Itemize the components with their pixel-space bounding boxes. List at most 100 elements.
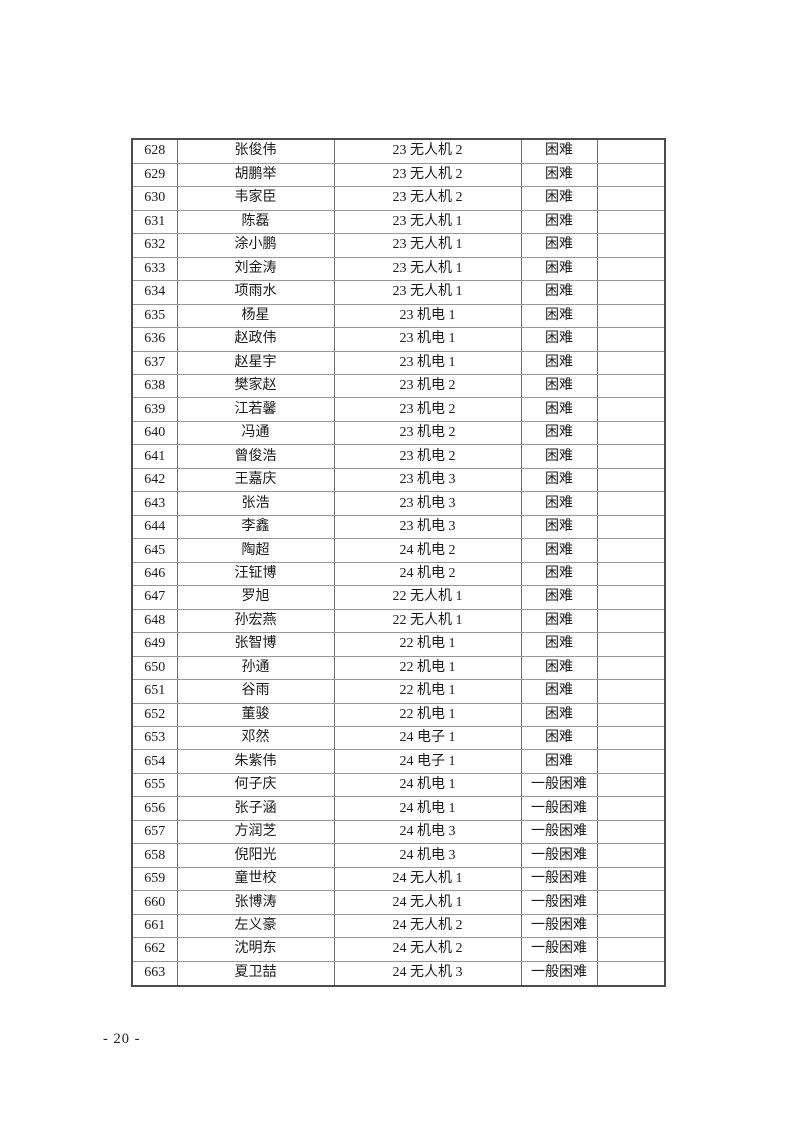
row-number-cell: 632 bbox=[131, 233, 178, 258]
row-number-cell: 657 bbox=[131, 819, 178, 845]
class-cell: 24 机电 2 bbox=[333, 561, 522, 587]
note-cell bbox=[596, 772, 666, 798]
student-name-cell: 张浩 bbox=[176, 491, 335, 516]
student-name-cell: 孙宏燕 bbox=[176, 608, 335, 634]
table-row: 634 项雨水 23 无人机 1 困难 bbox=[131, 280, 666, 305]
table-row: 631 陈磊 23 无人机 1 困难 bbox=[131, 209, 666, 235]
class-cell: 23 无人机 1 bbox=[333, 233, 522, 258]
note-cell bbox=[596, 726, 666, 751]
student-name-cell: 赵政伟 bbox=[176, 327, 335, 352]
student-name-cell: 陈磊 bbox=[176, 209, 335, 235]
note-cell bbox=[596, 327, 666, 352]
difficulty-level-cell: 一般困难 bbox=[520, 913, 598, 939]
note-cell bbox=[596, 162, 666, 188]
row-number-cell: 639 bbox=[131, 397, 178, 422]
class-cell: 24 电子 1 bbox=[333, 749, 522, 774]
class-cell: 23 机电 1 bbox=[333, 303, 522, 329]
table-row: 663 夏卫喆 24 无人机 3 一般困难 bbox=[131, 960, 666, 987]
note-cell bbox=[596, 819, 666, 845]
note-cell bbox=[596, 655, 666, 681]
class-cell: 23 机电 1 bbox=[333, 350, 522, 375]
difficulty-level-cell: 困难 bbox=[520, 632, 598, 657]
student-name-cell: 李鑫 bbox=[176, 514, 335, 540]
student-name-cell: 樊家赵 bbox=[176, 373, 335, 399]
class-cell: 24 无人机 2 bbox=[333, 913, 522, 939]
class-cell: 23 机电 2 bbox=[333, 420, 522, 446]
table-row: 639 江若馨 23 机电 2 困难 bbox=[131, 397, 666, 422]
note-cell bbox=[596, 937, 666, 962]
row-number-cell: 631 bbox=[131, 209, 178, 235]
table-row: 648 孙宏燕 22 无人机 1 困难 bbox=[131, 608, 666, 634]
student-name-cell: 曾俊浩 bbox=[176, 444, 335, 469]
student-name-cell: 左义豪 bbox=[176, 913, 335, 939]
student-name-cell: 朱紫伟 bbox=[176, 749, 335, 774]
note-cell bbox=[596, 632, 666, 657]
row-number-cell: 645 bbox=[131, 538, 178, 563]
student-name-cell: 张俊伟 bbox=[176, 138, 335, 164]
note-cell bbox=[596, 514, 666, 540]
student-name-cell: 胡鹏举 bbox=[176, 162, 335, 188]
table-row: 652 董骏 22 机电 1 困难 bbox=[131, 702, 666, 728]
note-cell bbox=[596, 491, 666, 516]
difficulty-level-cell: 困难 bbox=[520, 186, 598, 211]
class-cell: 23 机电 2 bbox=[333, 444, 522, 469]
difficulty-level-cell: 一般困难 bbox=[520, 937, 598, 962]
class-cell: 23 机电 2 bbox=[333, 397, 522, 422]
difficulty-level-cell: 一般困难 bbox=[520, 772, 598, 798]
class-cell: 23 无人机 1 bbox=[333, 256, 522, 282]
table-row: 637 赵星宇 23 机电 1 困难 bbox=[131, 350, 666, 375]
student-difficulty-table: 628 张俊伟 23 无人机 2 困难 629 胡鹏举 23 无人机 2 困难 630 韦家臣 23… bbox=[131, 138, 666, 987]
note-cell bbox=[596, 233, 666, 258]
note-cell bbox=[596, 280, 666, 305]
student-name-cell: 项雨水 bbox=[176, 280, 335, 305]
student-name-cell: 何子庆 bbox=[176, 772, 335, 798]
row-number-cell: 640 bbox=[131, 420, 178, 446]
note-cell bbox=[596, 960, 666, 987]
class-cell: 23 无人机 2 bbox=[333, 138, 522, 164]
table-row: 632 涂小鹏 23 无人机 1 困难 bbox=[131, 233, 666, 258]
difficulty-level-cell: 困难 bbox=[520, 608, 598, 634]
class-cell: 23 机电 3 bbox=[333, 467, 522, 493]
difficulty-level-cell: 一般困难 bbox=[520, 866, 598, 892]
row-number-cell: 663 bbox=[131, 960, 178, 987]
row-number-cell: 654 bbox=[131, 749, 178, 774]
difficulty-level-cell: 困难 bbox=[520, 702, 598, 728]
class-cell: 22 机电 1 bbox=[333, 655, 522, 681]
difficulty-level-cell: 困难 bbox=[520, 467, 598, 493]
row-number-cell: 635 bbox=[131, 303, 178, 329]
difficulty-level-cell: 困难 bbox=[520, 561, 598, 587]
student-name-cell: 邓然 bbox=[176, 726, 335, 751]
difficulty-level-cell: 困难 bbox=[520, 444, 598, 469]
row-number-cell: 633 bbox=[131, 256, 178, 282]
row-number-cell: 662 bbox=[131, 937, 178, 962]
row-number-cell: 628 bbox=[131, 138, 178, 164]
difficulty-level-cell: 困难 bbox=[520, 373, 598, 399]
table-row: 653 邓然 24 电子 1 困难 bbox=[131, 726, 666, 751]
class-cell: 24 无人机 2 bbox=[333, 937, 522, 962]
class-cell: 23 机电 2 bbox=[333, 373, 522, 399]
student-name-cell: 罗旭 bbox=[176, 585, 335, 610]
note-cell bbox=[596, 420, 666, 446]
note-cell bbox=[596, 256, 666, 282]
row-number-cell: 656 bbox=[131, 796, 178, 821]
table-body: 628 张俊伟 23 无人机 2 困难 629 胡鹏举 23 无人机 2 困难 630 韦家臣 23… bbox=[131, 138, 666, 987]
table-row: 629 胡鹏举 23 无人机 2 困难 bbox=[131, 162, 666, 188]
note-cell bbox=[596, 444, 666, 469]
row-number-cell: 644 bbox=[131, 514, 178, 540]
row-number-cell: 660 bbox=[131, 890, 178, 915]
difficulty-level-cell: 困难 bbox=[520, 256, 598, 282]
row-number-cell: 636 bbox=[131, 327, 178, 352]
row-number-cell: 652 bbox=[131, 702, 178, 728]
class-cell: 24 机电 1 bbox=[333, 772, 522, 798]
note-cell bbox=[596, 843, 666, 868]
row-number-cell: 649 bbox=[131, 632, 178, 657]
difficulty-level-cell: 困难 bbox=[520, 726, 598, 751]
difficulty-level-cell: 困难 bbox=[520, 538, 598, 563]
table-row: 662 沈明东 24 无人机 2 一般困难 bbox=[131, 937, 666, 962]
student-name-cell: 孙通 bbox=[176, 655, 335, 681]
table-row: 647 罗旭 22 无人机 1 困难 bbox=[131, 585, 666, 610]
class-cell: 23 无人机 2 bbox=[333, 162, 522, 188]
table-row: 656 张子涵 24 机电 1 一般困难 bbox=[131, 796, 666, 821]
student-name-cell: 张智博 bbox=[176, 632, 335, 657]
note-cell bbox=[596, 467, 666, 493]
